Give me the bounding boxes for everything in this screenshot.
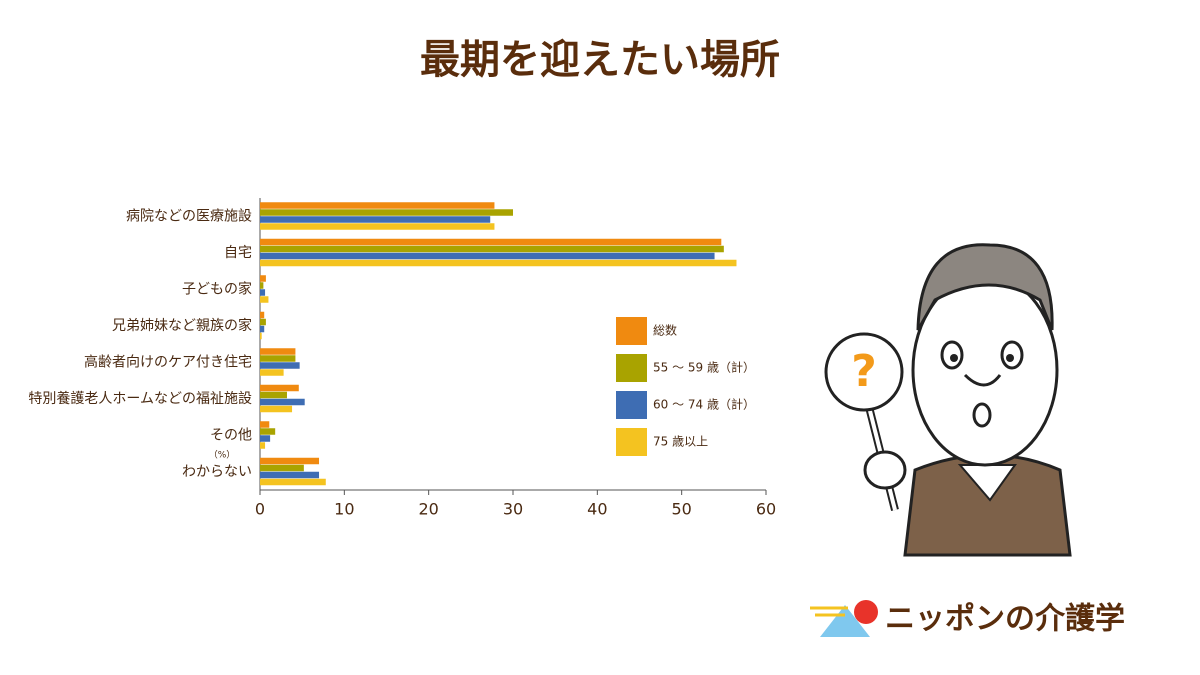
- bar: [260, 457, 320, 465]
- bar: [260, 355, 296, 362]
- chart-title: 最期を迎えたい場所: [420, 37, 780, 83]
- x-tick-label: 20: [418, 500, 438, 519]
- svg-text:?: ?: [851, 346, 877, 397]
- y-tick-label: 自宅: [224, 245, 252, 261]
- y-tick-label: 特別養護老人ホームなどの福祉施設: [28, 390, 252, 407]
- x-tick-label: 0: [255, 500, 265, 519]
- bar: [260, 332, 262, 340]
- y-tick-label: その他: [210, 427, 252, 443]
- bar: [260, 362, 300, 369]
- bar: [260, 391, 287, 399]
- bar: [260, 464, 304, 472]
- y-tick-label: 兄弟姉妹など親族の家: [112, 317, 252, 334]
- legend-swatch: [616, 354, 647, 382]
- bar: [260, 435, 271, 442]
- bar: [260, 442, 266, 449]
- bar: [260, 369, 284, 376]
- bar: [260, 223, 495, 230]
- bar: [260, 245, 724, 253]
- bar: [260, 421, 270, 428]
- bar: [260, 252, 715, 260]
- bar: [260, 325, 265, 333]
- x-tick-label: 60: [756, 500, 776, 519]
- bar: [260, 275, 266, 282]
- bar: [260, 478, 326, 486]
- bar: [260, 348, 296, 355]
- bar: [260, 318, 266, 326]
- bar: [260, 238, 722, 246]
- x-tick-label: 50: [671, 500, 691, 519]
- legend-swatch: [616, 317, 647, 345]
- legend-label: 総数: [653, 323, 677, 338]
- legend-label: 60 ～ 74 歳（計）: [653, 397, 755, 412]
- x-tick-label: 40: [587, 500, 607, 519]
- bar: [260, 289, 266, 296]
- bar: [260, 259, 737, 267]
- legend-swatch: [616, 428, 647, 456]
- legend-label: 75 歳以上: [653, 435, 708, 449]
- bar: [260, 282, 264, 289]
- bar: [260, 384, 299, 392]
- logo-text: ニッポンの介護学: [885, 602, 1125, 637]
- bar: [260, 311, 265, 319]
- bar: [260, 471, 320, 479]
- unit-label: （%）: [209, 450, 236, 461]
- bar: [260, 296, 269, 303]
- legend-swatch: [616, 391, 647, 419]
- illustration: ?: [824, 243, 1072, 557]
- y-tick-label: 子どもの家: [182, 280, 252, 297]
- y-tick-label: 高齢者向けのケア付き住宅: [84, 353, 252, 370]
- x-tick-label: 10: [334, 500, 354, 519]
- legend-label: 55 ～ 59 歳（計）: [653, 360, 755, 375]
- bar: [260, 202, 495, 209]
- logo-mark: [810, 600, 878, 637]
- bar: [260, 216, 491, 223]
- y-tick-label: 病院などの医療施設: [126, 207, 252, 224]
- x-tick-label: 30: [503, 500, 523, 519]
- bar: [260, 398, 305, 406]
- bar: [260, 405, 293, 413]
- bar: [260, 209, 513, 216]
- bar: [260, 428, 276, 435]
- y-tick-label: わからない: [182, 464, 252, 480]
